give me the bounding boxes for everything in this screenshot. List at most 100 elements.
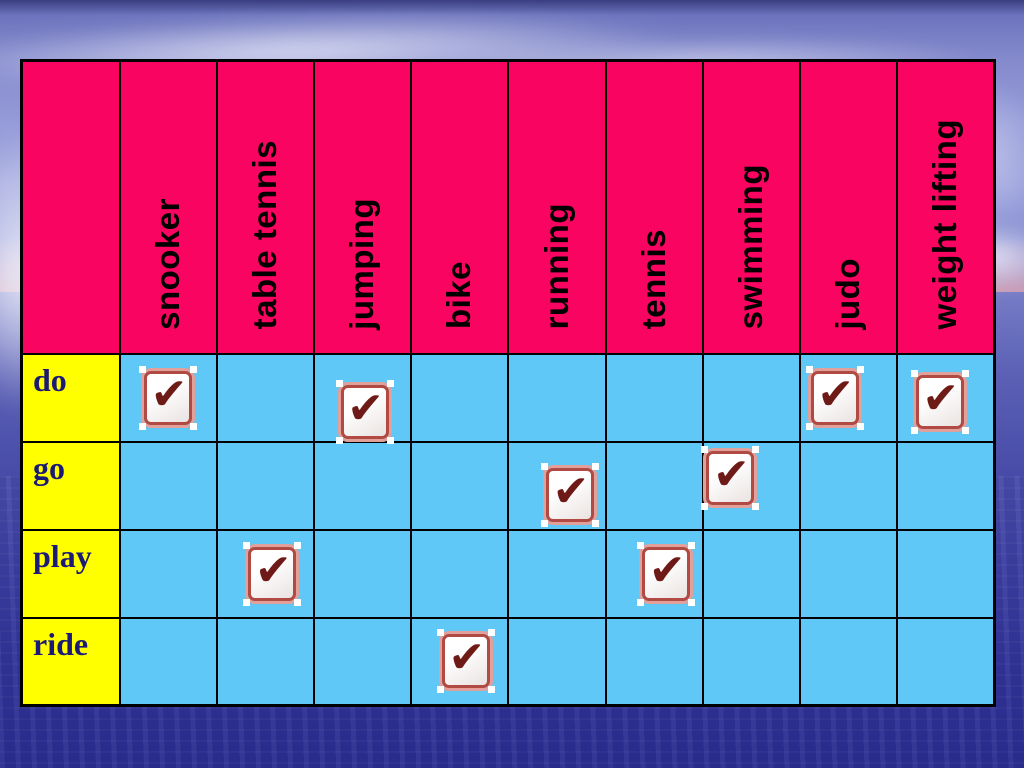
column-header-label: judo <box>829 257 867 330</box>
selection-handle <box>436 686 444 694</box>
cell-go-jumping <box>312 440 413 531</box>
selection-handle <box>487 686 495 694</box>
cell-ride-swimming <box>701 616 802 707</box>
cell-go-running: ✔ <box>507 440 607 531</box>
cell-play-judo <box>799 528 899 619</box>
table-row-ride: ride ✔ <box>20 616 996 707</box>
cell-ride-snooker <box>118 616 218 707</box>
cell-go-judo <box>799 440 899 531</box>
cell-play-running <box>507 528 607 619</box>
selection-handle <box>910 426 918 434</box>
cell-do-swimming <box>701 352 802 443</box>
column-header-running: running <box>507 59 607 355</box>
check-glyph: ✔ <box>150 368 188 420</box>
check-glyph: ✔ <box>922 372 960 424</box>
selection-handle <box>243 541 251 549</box>
cell-go-weight-lifting <box>896 440 996 531</box>
column-header-tennis: tennis <box>604 59 704 355</box>
column-header-label: weight lifting <box>926 119 964 330</box>
check-icon: ✔ <box>139 365 198 430</box>
table-row-go: go ✔ ✔ <box>20 440 996 531</box>
selection-handle <box>688 541 696 549</box>
selection-handle <box>335 379 343 387</box>
cell-do-jumping: ✔ <box>312 352 413 444</box>
check-glyph: ✔ <box>254 544 292 596</box>
check-icon: ✔ <box>910 369 969 434</box>
column-header-label: bike <box>440 261 478 330</box>
table-row-do: do ✔ ✔ ✔ ✔ <box>20 352 996 444</box>
column-header-label: tennis <box>634 229 672 330</box>
selection-handle <box>436 629 444 637</box>
selection-handle <box>591 462 599 470</box>
cell-ride-judo <box>799 616 899 707</box>
cell-ride-running <box>507 616 607 707</box>
cell-do-bike <box>410 352 510 443</box>
check-icon: ✔ <box>243 541 302 606</box>
header-row: snooker table tennis jumping bike running ten… <box>20 59 996 355</box>
column-header-table-tennis: table tennis <box>215 59 315 355</box>
column-header-judo: judo <box>799 59 899 355</box>
selection-handle <box>637 541 645 549</box>
check-icon: ✔ <box>335 379 394 444</box>
column-header-label: jumping <box>343 197 381 330</box>
check-glyph: ✔ <box>448 632 486 684</box>
selection-handle <box>487 629 495 637</box>
cell-play-table-tennis: ✔ <box>215 528 315 619</box>
check-icon: ✔ <box>805 365 864 430</box>
cell-do-table-tennis <box>215 352 315 443</box>
check-glyph: ✔ <box>347 382 384 434</box>
column-header-label: running <box>537 203 575 330</box>
check-icon: ✔ <box>701 445 760 510</box>
selection-handle <box>701 445 709 453</box>
selection-handle <box>805 422 813 430</box>
selection-handle <box>961 369 969 377</box>
row-label-ride: ride <box>20 616 121 707</box>
selection-handle <box>335 436 343 444</box>
selection-handle <box>805 365 813 373</box>
cell-play-weight-lifting <box>896 528 996 619</box>
column-header-swimming: swimming <box>701 59 802 355</box>
verb-sport-collocation-table: snooker table tennis jumping bike running ten… <box>20 59 996 707</box>
row-label-play: play <box>20 528 121 619</box>
cell-go-bike <box>410 440 510 531</box>
column-header-label: snooker <box>148 197 186 330</box>
table-corner-cell <box>20 59 121 355</box>
cell-go-swimming: ✔ <box>701 440 802 531</box>
selection-handle <box>540 519 548 527</box>
row-label-do: do <box>20 352 121 443</box>
selection-handle <box>540 462 548 470</box>
selection-handle <box>637 598 645 606</box>
selection-handle <box>752 502 760 510</box>
check-icon: ✔ <box>540 462 599 527</box>
cell-play-jumping <box>312 528 413 619</box>
cell-go-snooker <box>118 440 218 531</box>
table-row-play: play ✔ ✔ <box>20 528 996 619</box>
column-header-jumping: jumping <box>312 59 413 355</box>
cell-ride-tennis <box>604 616 704 707</box>
column-header-label: swimming <box>732 164 770 330</box>
selection-handle <box>190 365 198 373</box>
selection-handle <box>190 422 198 430</box>
column-header-weight-lifting: weight lifting <box>896 59 996 355</box>
selection-handle <box>856 365 864 373</box>
column-header-label: table tennis <box>246 140 283 330</box>
cell-go-table-tennis <box>215 440 315 531</box>
check-icon: ✔ <box>637 541 696 606</box>
selection-handle <box>139 422 147 430</box>
cell-do-running <box>507 352 607 443</box>
check-glyph: ✔ <box>552 465 590 517</box>
column-header-bike: bike <box>410 59 510 355</box>
check-glyph: ✔ <box>648 544 686 596</box>
selection-handle <box>294 541 302 549</box>
cell-do-tennis <box>604 352 704 443</box>
selection-handle <box>243 598 251 606</box>
selection-handle <box>701 502 709 510</box>
selection-handle <box>294 598 302 606</box>
cell-play-bike <box>410 528 510 619</box>
selection-handle <box>386 379 394 387</box>
cell-do-judo: ✔ <box>799 352 899 443</box>
cell-go-tennis <box>604 440 704 531</box>
selection-handle <box>688 598 696 606</box>
cell-do-snooker: ✔ <box>118 352 218 443</box>
